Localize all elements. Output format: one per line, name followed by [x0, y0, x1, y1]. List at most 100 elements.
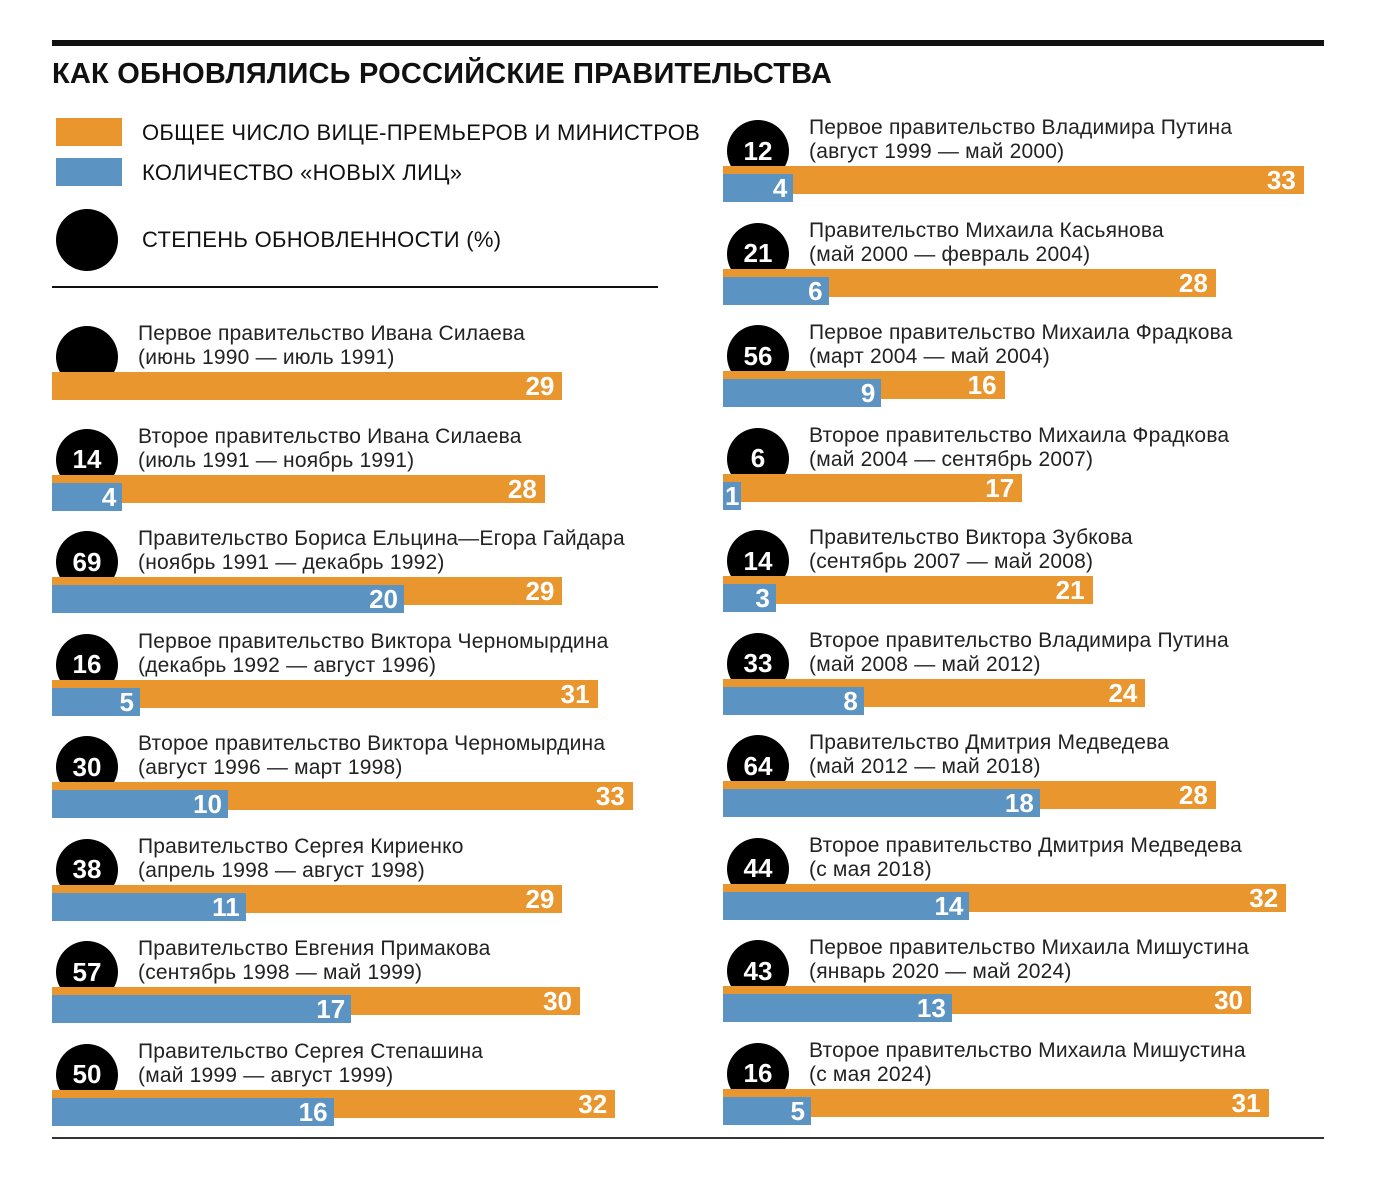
government-entry: Первое правительство Ивана Силаева (июнь …	[52, 322, 672, 422]
government-period: (май 1999 — август 1999)	[138, 1063, 394, 1087]
bar-new-faces	[723, 789, 1040, 817]
government-entry: 14 Второе правительство Ивана Силаева (июл…	[52, 425, 672, 525]
legend-label-renewal: СТЕПЕНЬ ОБНОВЛЕННОСТИ (%)	[142, 227, 502, 252]
bar-new-faces	[723, 276, 829, 305]
bar-new-faces	[723, 994, 952, 1022]
legend-rule	[52, 286, 658, 288]
bar-total-members	[52, 474, 545, 503]
government-name: Второе правительство Владимира Путина	[809, 628, 1229, 652]
government-name: Первое правительство Виктора Черномырдин…	[138, 629, 609, 653]
label-total-members: 32	[1249, 882, 1279, 913]
bar-new-faces	[723, 481, 741, 510]
label-total-members: 21	[1055, 575, 1085, 605]
legend-item-total	[56, 118, 122, 146]
government-period: (с мая 2024)	[809, 1062, 932, 1086]
label-total-members: 29	[525, 371, 555, 401]
government-name: Правительство Дмитрия Медведева	[809, 731, 1170, 754]
label-total-members: 16	[967, 370, 997, 400]
government-name: Второе правительство Ивана Силаева	[138, 424, 522, 448]
legend-label-total: ОБЩЕЕ ЧИСЛО ВИЦЕ-ПРЕМЬЕРОВ И МИНИСТРОВ	[142, 120, 701, 145]
government-entry: 50 Правительство Сергея Степашина (май 199…	[52, 1040, 672, 1140]
government-entry: 16 Второе правительство Михаила Мишустина…	[723, 1039, 1343, 1139]
government-name: Правительство Виктора Зубкова	[809, 526, 1133, 549]
government-entry: 16 Первое правительство Виктора Черномырд…	[52, 630, 672, 730]
label-total-members: 30	[543, 986, 572, 1016]
label-total-members: 29	[525, 883, 555, 914]
government-period: (январь 2020 — май 2024)	[809, 960, 1072, 983]
government-name: Второе правительство Виктора Черномырдин…	[138, 732, 606, 755]
government-name: Первое правительство Владимира Путина	[809, 116, 1233, 139]
label-total-members: 28	[1178, 267, 1208, 298]
bar-new-faces	[52, 892, 246, 921]
government-name: Правительство Михаила Касьянова	[809, 218, 1164, 242]
label-new-faces: 9	[860, 378, 876, 408]
bar-new-faces	[52, 1097, 334, 1126]
government-period: (май 2004 — сентябрь 2007)	[809, 447, 1094, 471]
government-entry: 21 Правительство Михаила Касьянова (май 20…	[723, 219, 1343, 319]
label-total-members: 28	[1178, 780, 1208, 810]
bar-new-faces	[52, 482, 123, 511]
label-total-members: 29	[525, 576, 555, 606]
government-period: (июль 1991 — ноябрь 1991)	[138, 448, 415, 472]
government-period: (май 2012 — май 2018)	[809, 755, 1041, 778]
bar-new-faces	[52, 790, 228, 818]
label-total-members: 33	[595, 781, 625, 811]
bar-total-members	[723, 1088, 1269, 1117]
bar-total-members	[52, 679, 598, 708]
government-period: (май 2008 — май 2012)	[809, 652, 1041, 676]
bar-new-faces	[723, 174, 794, 202]
label-new-faces: 14	[934, 890, 964, 921]
government-entry: 6 Второе правительство Михаила Фрадкова (м…	[723, 424, 1343, 524]
government-period: (май 2000 — февраль 2004)	[809, 242, 1091, 266]
top-rule	[52, 40, 1324, 46]
government-name: Второе правительство Дмитрия Медведева	[809, 833, 1243, 857]
label-new-faces: 8	[843, 685, 858, 716]
label-new-faces: 6	[808, 275, 823, 306]
label-new-faces: 5	[790, 1095, 805, 1126]
label-total-members: 28	[507, 473, 537, 504]
government-period: (март 2004 — май 2004)	[809, 345, 1050, 368]
legend-circle	[56, 209, 118, 271]
government-period: (август 1999 — май 2000)	[809, 140, 1065, 163]
label-total-members: 24	[1108, 677, 1138, 708]
label-new-faces: 10	[193, 789, 222, 819]
legend-label-new: КОЛИЧЕСТВО «НОВЫХ ЛИЦ»	[142, 160, 463, 185]
government-entry: 64 Правительство Дмитрия Медведева (май 20…	[723, 731, 1343, 831]
legend-swatch-new	[56, 158, 122, 186]
legend-item-renewal	[56, 209, 118, 271]
bar-new-faces	[723, 686, 864, 715]
label-total-members: 32	[578, 1088, 608, 1119]
label-new-faces: 11	[212, 891, 240, 922]
government-name: Первое правительство Ивана Силаева	[138, 322, 526, 345]
government-period: (сентябрь 1998 — май 1999)	[138, 961, 423, 984]
government-name: Второе правительство Михаила Мишустина	[809, 1038, 1246, 1062]
government-entry: 12 Первое правительство Владимира Путина(…	[723, 116, 1343, 216]
government-period: (с мая 2018)	[809, 857, 932, 881]
bar-new-faces	[52, 687, 140, 716]
label-total-members: 33	[1266, 165, 1296, 195]
government-period: (август 1996 — март 1998)	[138, 756, 403, 779]
government-period: (сентябрь 2007 — май 2008)	[809, 550, 1094, 573]
legend-item-new	[56, 158, 122, 186]
government-entry: 14 Правительство Виктора Зубкова (сентябрь…	[723, 526, 1343, 626]
label-new-faces: 13	[916, 993, 946, 1023]
bar-new-faces	[723, 1096, 811, 1125]
government-entry: 33 Второе правительство Владимира Путина(…	[723, 629, 1343, 729]
government-name: Правительство Сергея Степашина	[138, 1039, 484, 1063]
label-new-faces: 17	[316, 994, 346, 1024]
government-name: Первое правительство Михаила Мишустина	[809, 936, 1250, 959]
bar-total-members	[52, 372, 563, 400]
government-period: (апрель 1998 — август 1998)	[138, 858, 425, 882]
government-name: Первое правительство Михаила Фрадкова	[809, 321, 1233, 344]
government-entry: 56 Первое правительство Михаила Фрадкова(…	[723, 321, 1343, 421]
bar-new-faces	[723, 379, 882, 407]
government-period: (ноябрь 1991 — декабрь 1992)	[138, 551, 445, 574]
label-new-faces: 4	[101, 481, 117, 512]
government-entry: 30 Второе правительство Виктора Черномырд…	[52, 732, 672, 832]
government-entry: 38 Правительство Сергея Кириенко (апрель 1…	[52, 835, 672, 935]
label-new-faces: 16	[298, 1096, 328, 1127]
bar-new-faces	[52, 995, 352, 1023]
label-new-faces: 5	[119, 686, 134, 717]
label-new-faces: 3	[755, 583, 770, 613]
legend-swatch-total	[56, 118, 122, 146]
